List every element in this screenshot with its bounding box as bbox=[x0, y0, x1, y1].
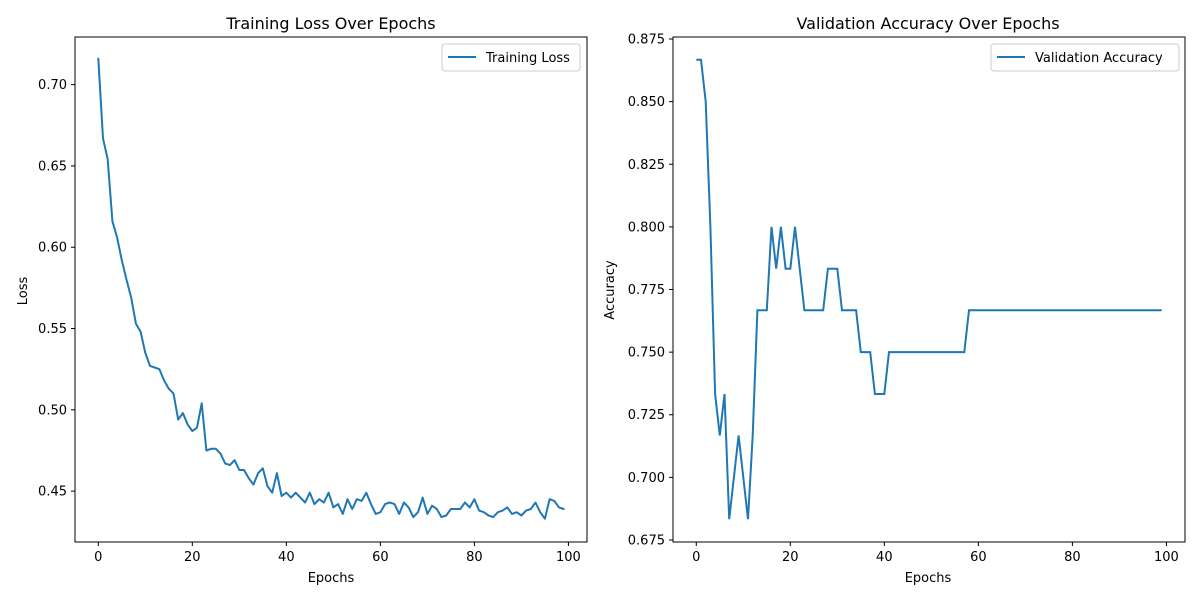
acc-y-tick-label: 0.850 bbox=[628, 95, 665, 110]
loss-chart-legend: Training Loss bbox=[441, 43, 581, 72]
acc-x-tick-label: 60 bbox=[970, 550, 987, 565]
accuracy-chart-title: Validation Accuracy Over Epochs bbox=[796, 14, 1059, 33]
loss-chart-legend-box bbox=[441, 43, 581, 72]
loss-chart-ylabel: Loss bbox=[16, 277, 31, 306]
loss-chart-legend-label: Training Loss bbox=[485, 51, 570, 66]
acc-x-tick-label: 40 bbox=[876, 550, 893, 565]
acc-y-tick-label: 0.700 bbox=[628, 471, 665, 486]
accuracy-chart-legend-label: Validation Accuracy bbox=[1035, 51, 1163, 66]
loss-x-tick-label: 20 bbox=[184, 550, 201, 565]
accuracy-chart-ylabel: Accuracy bbox=[603, 260, 618, 320]
loss-x-tick-label: 60 bbox=[372, 550, 389, 565]
acc-y-tick-label: 0.750 bbox=[628, 346, 665, 361]
accuracy-chart: Validation Accuracy Over Epochs Epochs A… bbox=[603, 14, 1186, 586]
acc-y-tick-label: 0.875 bbox=[628, 33, 665, 48]
loss-x-tick-label: 40 bbox=[278, 550, 295, 565]
loss-x-tick-label: 100 bbox=[556, 550, 581, 565]
loss-chart-xlabel: Epochs bbox=[308, 571, 355, 586]
loss-x-tick-label: 80 bbox=[466, 550, 483, 565]
loss-x-tick-label: 0 bbox=[94, 550, 102, 565]
loss-chart: Training Loss Over Epochs Epochs Loss 0 2… bbox=[16, 14, 588, 586]
accuracy-chart-legend: Validation Accuracy bbox=[990, 43, 1180, 72]
acc-x-tick-label: 80 bbox=[1064, 550, 1081, 565]
loss-y-tick-label: 0.65 bbox=[38, 159, 67, 174]
acc-y-tick-label: 0.725 bbox=[628, 408, 665, 423]
loss-y-tick-label: 0.60 bbox=[38, 241, 67, 256]
accuracy-chart-x-ticks: 0 20 40 60 80 100 bbox=[692, 542, 1179, 565]
acc-y-tick-label: 0.775 bbox=[628, 283, 665, 298]
loss-y-tick-label: 0.45 bbox=[38, 485, 67, 500]
loss-chart-y-ticks: 0.45 0.50 0.55 0.60 0.65 0.70 bbox=[38, 78, 75, 500]
acc-y-tick-label: 0.800 bbox=[628, 220, 665, 235]
accuracy-chart-y-ticks: 0.675 0.700 0.725 0.750 0.775 0.800 0.825 0.850… bbox=[628, 33, 673, 548]
accuracy-chart-series-line bbox=[696, 58, 1162, 520]
loss-y-tick-label: 0.50 bbox=[38, 403, 67, 418]
loss-chart-title: Training Loss Over Epochs bbox=[225, 14, 435, 33]
accuracy-chart-xlabel: Epochs bbox=[905, 571, 952, 586]
acc-y-tick-label: 0.675 bbox=[628, 533, 665, 548]
acc-x-tick-label: 0 bbox=[692, 550, 700, 565]
loss-y-tick-label: 0.70 bbox=[38, 78, 67, 93]
acc-x-tick-label: 20 bbox=[782, 550, 799, 565]
loss-chart-x-ticks: 0 20 40 60 80 100 bbox=[94, 542, 581, 565]
accuracy-chart-plot-frame bbox=[672, 36, 1186, 543]
loss-chart-series-line bbox=[97, 57, 565, 520]
acc-y-tick-label: 0.825 bbox=[628, 158, 665, 173]
accuracy-chart-legend-box bbox=[990, 43, 1180, 72]
loss-y-tick-label: 0.55 bbox=[38, 322, 67, 337]
loss-chart-plot-frame bbox=[74, 36, 588, 543]
acc-x-tick-label: 100 bbox=[1154, 550, 1179, 565]
